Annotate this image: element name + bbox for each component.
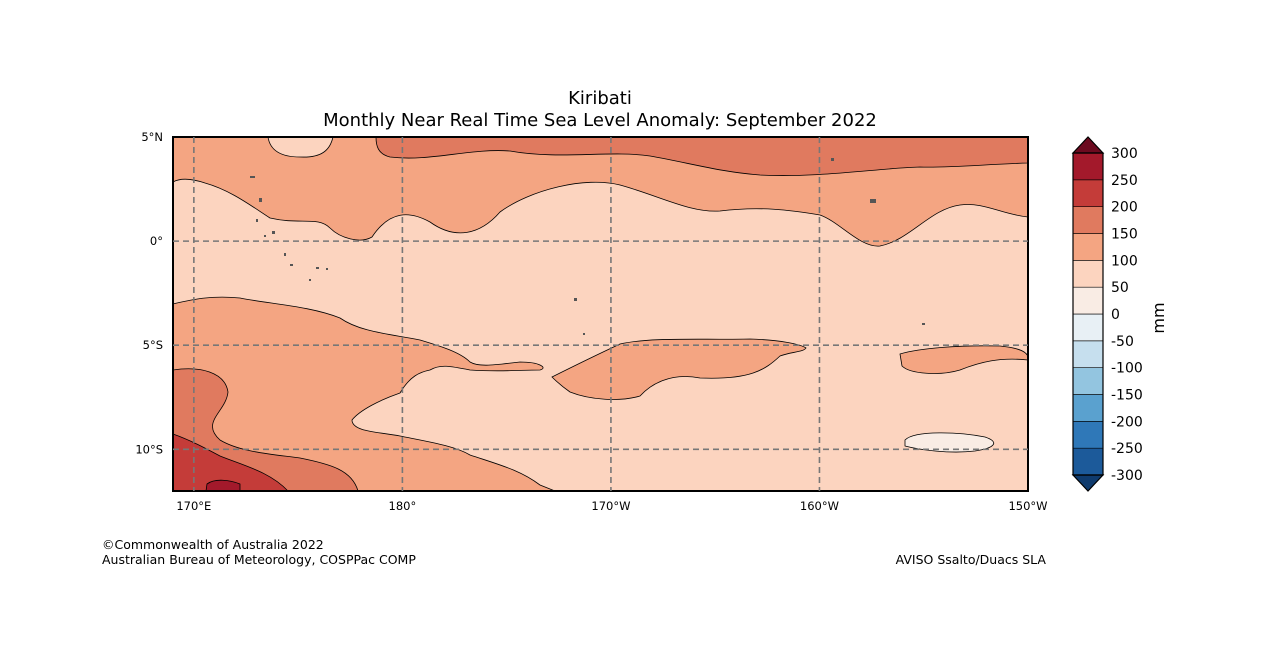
colorbar-band [1072,367,1104,395]
colorbar-tick-label: 250 [1111,173,1138,189]
map-subtitle: Monthly Near Real Time Sea Level Anomaly… [323,110,877,131]
colorbar-band [1072,313,1104,342]
credit-left: ©Commonwealth of Australia 2022 Australi… [102,537,416,567]
contour-tongue-100-150 [551,338,807,400]
longitude-labels: 170°E 180° 170°W 160°W 150°W [176,499,1047,513]
lat-tick-label: 5°S [143,338,163,352]
contour-patch-east-0-50 [904,432,995,453]
latitude-labels: 5°N 0° 5°S 10°S [135,130,163,456]
islands [250,158,925,335]
colorbar-unit-label: mm [1149,302,1168,333]
contour-patch-north-50-100 [267,136,334,158]
graticule [173,137,1028,491]
colorbar-tick-label: -50 [1111,334,1134,350]
credit-copyright: ©Commonwealth of Australia 2022 [102,537,324,552]
colorbar-tick-label: 200 [1111,200,1138,216]
colorbar-tick-label: -300 [1111,468,1143,484]
lon-tick-label: 150°W [1008,499,1047,513]
colorbar-extend-min [1071,474,1105,492]
colorbar-band [1072,260,1104,288]
colorbar-band [1072,421,1104,449]
lat-tick-label: 10°S [135,442,163,456]
colorbar-tick-label: 100 [1111,253,1138,269]
colorbar-tick-label: -200 [1111,414,1143,430]
colorbar-band [1072,394,1104,422]
colorbar-band [1072,233,1104,261]
colorbar-tick-label: -250 [1111,441,1143,457]
contour-band-sw-200-250 [172,433,289,492]
colorbar-extend-max [1071,136,1105,154]
credit-data-source: AVISO Ssalto/Duacs SLA [895,552,1046,567]
lat-tick-label: 5°N [141,130,163,144]
lon-tick-label: 160°W [800,499,839,513]
contour-patch-sw-250-300 [205,479,241,492]
lon-tick-label: 170°E [176,499,211,513]
colorbar-tick-label: 300 [1111,146,1138,162]
lon-tick-label: 170°W [591,499,630,513]
colorbar-band [1072,286,1104,315]
colorbar-band [1072,447,1104,476]
colorbar-tick-label: 0 [1111,307,1120,323]
colorbar-frame [1072,152,1104,476]
colorbar-tick-label: 50 [1111,280,1129,296]
colorbar-tick-label: -100 [1111,361,1143,377]
colorbar-tick-label: 150 [1111,227,1138,243]
colorbar-band [1072,340,1104,368]
colorbar-band [1072,179,1104,207]
lat-tick-label: 0° [150,234,163,248]
map-frame [172,136,1029,492]
contour-band-north-150-200 [375,136,1029,176]
colorbar: 300 250 200 150 100 50 0 -50 -100 -150 -200 -250 -30… [1071,136,1143,492]
colorbar-tick-label: -150 [1111,388,1143,404]
colorbar-band [1072,206,1104,234]
map-title: Kiribati [568,88,632,109]
lon-tick-label: 180° [389,499,417,513]
colorbar-band [1072,152,1104,181]
credit-source: Australian Bureau of Meteorology, COSPPa… [102,552,416,567]
